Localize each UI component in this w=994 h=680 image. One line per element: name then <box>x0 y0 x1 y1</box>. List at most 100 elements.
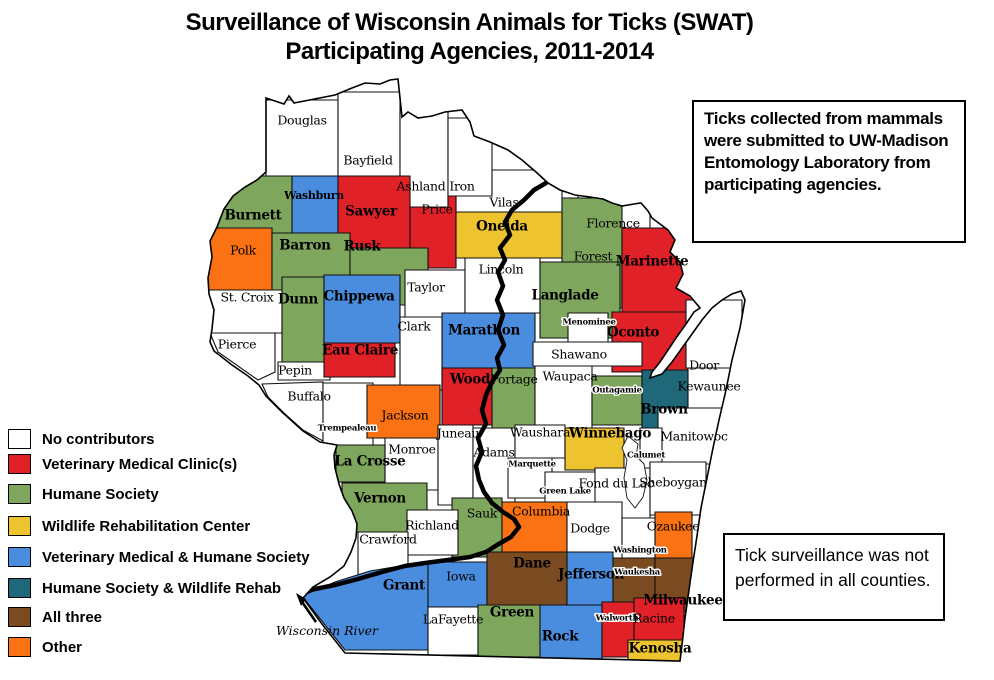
county-label-forest: Forest <box>574 249 613 264</box>
county-label-waushara: Waushara <box>510 425 571 440</box>
legend-item-other: Other <box>8 636 82 658</box>
county-label-wood: Wood <box>449 372 491 388</box>
county-label-manitowoc: Manitowoc <box>660 429 728 444</box>
legend-label-vet_humane: Veterinary Medical & Humane Society <box>42 548 310 566</box>
lake-winnebago <box>621 435 648 509</box>
legend-item-none: No contributors <box>8 428 155 450</box>
county-outagamie <box>591 375 643 426</box>
river-label: Wisconsin River <box>276 623 379 638</box>
county-label-oconto: Oconto <box>607 325 660 341</box>
county-label-barron: Barron <box>279 238 331 254</box>
county-label-marinette: Marinette <box>616 254 689 270</box>
legend-swatch-other <box>8 637 31 657</box>
county-label-langlade: Langlade <box>532 288 599 304</box>
county-label-crawford: Crawford <box>359 532 417 547</box>
county-label-burnett: Burnett <box>224 208 282 224</box>
county-label-green: Green <box>490 605 535 621</box>
legend-item-vet: Veterinary Medical Clinic(s) <box>8 453 237 475</box>
county-pepin <box>277 361 331 381</box>
legend-label-humane: Humane Society <box>42 485 159 503</box>
legend-swatch-humane_wildlife <box>8 578 31 598</box>
county-label-dane: Dane <box>513 556 551 572</box>
legend-swatch-vet <box>8 454 31 474</box>
county-eau-claire <box>323 342 396 378</box>
note-box-coverage: Tick surveillance was not performed in a… <box>723 533 945 621</box>
county-label-washburn: Washburn <box>283 189 344 202</box>
county-label-washington: Washington <box>612 546 667 556</box>
legend-label-none: No contributors <box>42 430 155 448</box>
county-marathon <box>441 312 536 369</box>
county-label-rock: Rock <box>542 629 580 645</box>
legend-label-other: Other <box>42 638 83 656</box>
legend-swatch-humane <box>8 484 31 504</box>
county-label-door: Door <box>689 358 719 373</box>
legend-item-humane: Humane Society <box>8 483 159 505</box>
county-label-adams: Adams <box>472 445 514 460</box>
county-label-iron: Iron <box>449 179 475 194</box>
legend: No contributors Veterinary Medical Clinic… <box>8 0 338 680</box>
county-label-calumet: Calumet <box>627 451 665 461</box>
county-label-juneau: Juneau <box>435 426 479 441</box>
legend-label-all_three: All three <box>42 608 103 626</box>
county-label-green-lake: Green Lake <box>539 487 591 497</box>
county-label-pierce: Pierce <box>218 337 256 352</box>
legend-label-humane_wildlife: Humane Society & Wildlife Rehab <box>42 579 282 597</box>
county-label-ashland: Ashland <box>396 179 446 194</box>
county-label-clark: Clark <box>397 319 431 334</box>
county-label-waukesha: Waukesha <box>613 568 661 578</box>
county-shawano <box>532 341 643 367</box>
county-label-vernon: Vernon <box>353 491 406 507</box>
county-label-lafayette: LaFayette <box>423 612 483 627</box>
legend-swatch-wildlife <box>8 516 31 536</box>
county-label-la-crosse: La Crosse <box>335 454 406 470</box>
page-title: Surveillance of Wisconsin Animals for Ti… <box>0 8 994 66</box>
legend-item-humane_wildlife: Humane Society & Wildlife Rehab <box>8 577 281 599</box>
county-label-racine: Racine <box>633 611 675 626</box>
note-box-submission: Ticks collected from mammals were submit… <box>692 100 966 243</box>
county-label-columbia: Columbia <box>512 504 571 519</box>
county-label-kewaunee: Kewaunee <box>677 379 740 394</box>
county-label-iowa: Iowa <box>446 569 476 584</box>
county-label-chippewa: Chippewa <box>323 289 395 305</box>
county-label-menominee: Menominee <box>562 318 616 328</box>
county-label-st-croix: St. Croix <box>221 290 274 305</box>
county-label-dunn: Dunn <box>278 292 318 308</box>
legend-item-vet_humane: Veterinary Medical & Humane Society <box>8 546 310 568</box>
county-label-vilas: Vilas <box>488 195 518 210</box>
counties-layer <box>208 79 745 661</box>
title-line-1: Surveillance of Wisconsin Animals for Ti… <box>185 9 754 36</box>
county-label-shawano: Shawano <box>551 347 607 362</box>
legend-swatch-none <box>8 429 31 449</box>
county-label-florence: Florence <box>586 216 640 231</box>
county-label-portage: Portage <box>490 372 537 387</box>
county-label-buffalo: Buffalo <box>287 389 330 404</box>
legend-item-wildlife: Wildlife Rehabilitation Center <box>8 515 250 537</box>
county-label-polk: Polk <box>230 243 257 258</box>
legend-item-all_three: All three <box>8 606 102 628</box>
county-kenosha <box>627 639 687 661</box>
river-arrow-head <box>296 593 306 606</box>
county-label-monroe: Monroe <box>388 442 435 457</box>
county-label-sheboygan: Sheboygan <box>639 475 707 490</box>
county-label-rusk: Rusk <box>344 239 382 255</box>
county-label-jefferson: Jefferson <box>557 567 624 583</box>
county-label-ozaukee: Ozaukee <box>647 519 700 534</box>
county-pierce <box>209 332 276 381</box>
county-label-milwaukee: Milwaukee <box>643 593 722 609</box>
county-label-dodge: Dodge <box>570 521 609 536</box>
legend-swatch-vet_humane <box>8 547 31 567</box>
county-label-brown: Brown <box>640 402 688 418</box>
county-label-sawyer: Sawyer <box>345 204 398 220</box>
county-label-pepin: Pepin <box>278 363 312 378</box>
legend-label-wildlife: Wildlife Rehabilitation Center <box>42 517 251 535</box>
county-label-outagamie: Outagamie <box>592 386 642 396</box>
county-label-richland: Richland <box>405 518 459 533</box>
county-label-douglas: Douglas <box>277 113 326 128</box>
county-label-waupaca: Waupaca <box>542 369 598 384</box>
county-label-eau-claire: Eau Claire <box>322 343 398 359</box>
legend-label-vet: Veterinary Medical Clinic(s) <box>42 455 238 473</box>
county-label-marathon: Marathon <box>448 323 521 339</box>
